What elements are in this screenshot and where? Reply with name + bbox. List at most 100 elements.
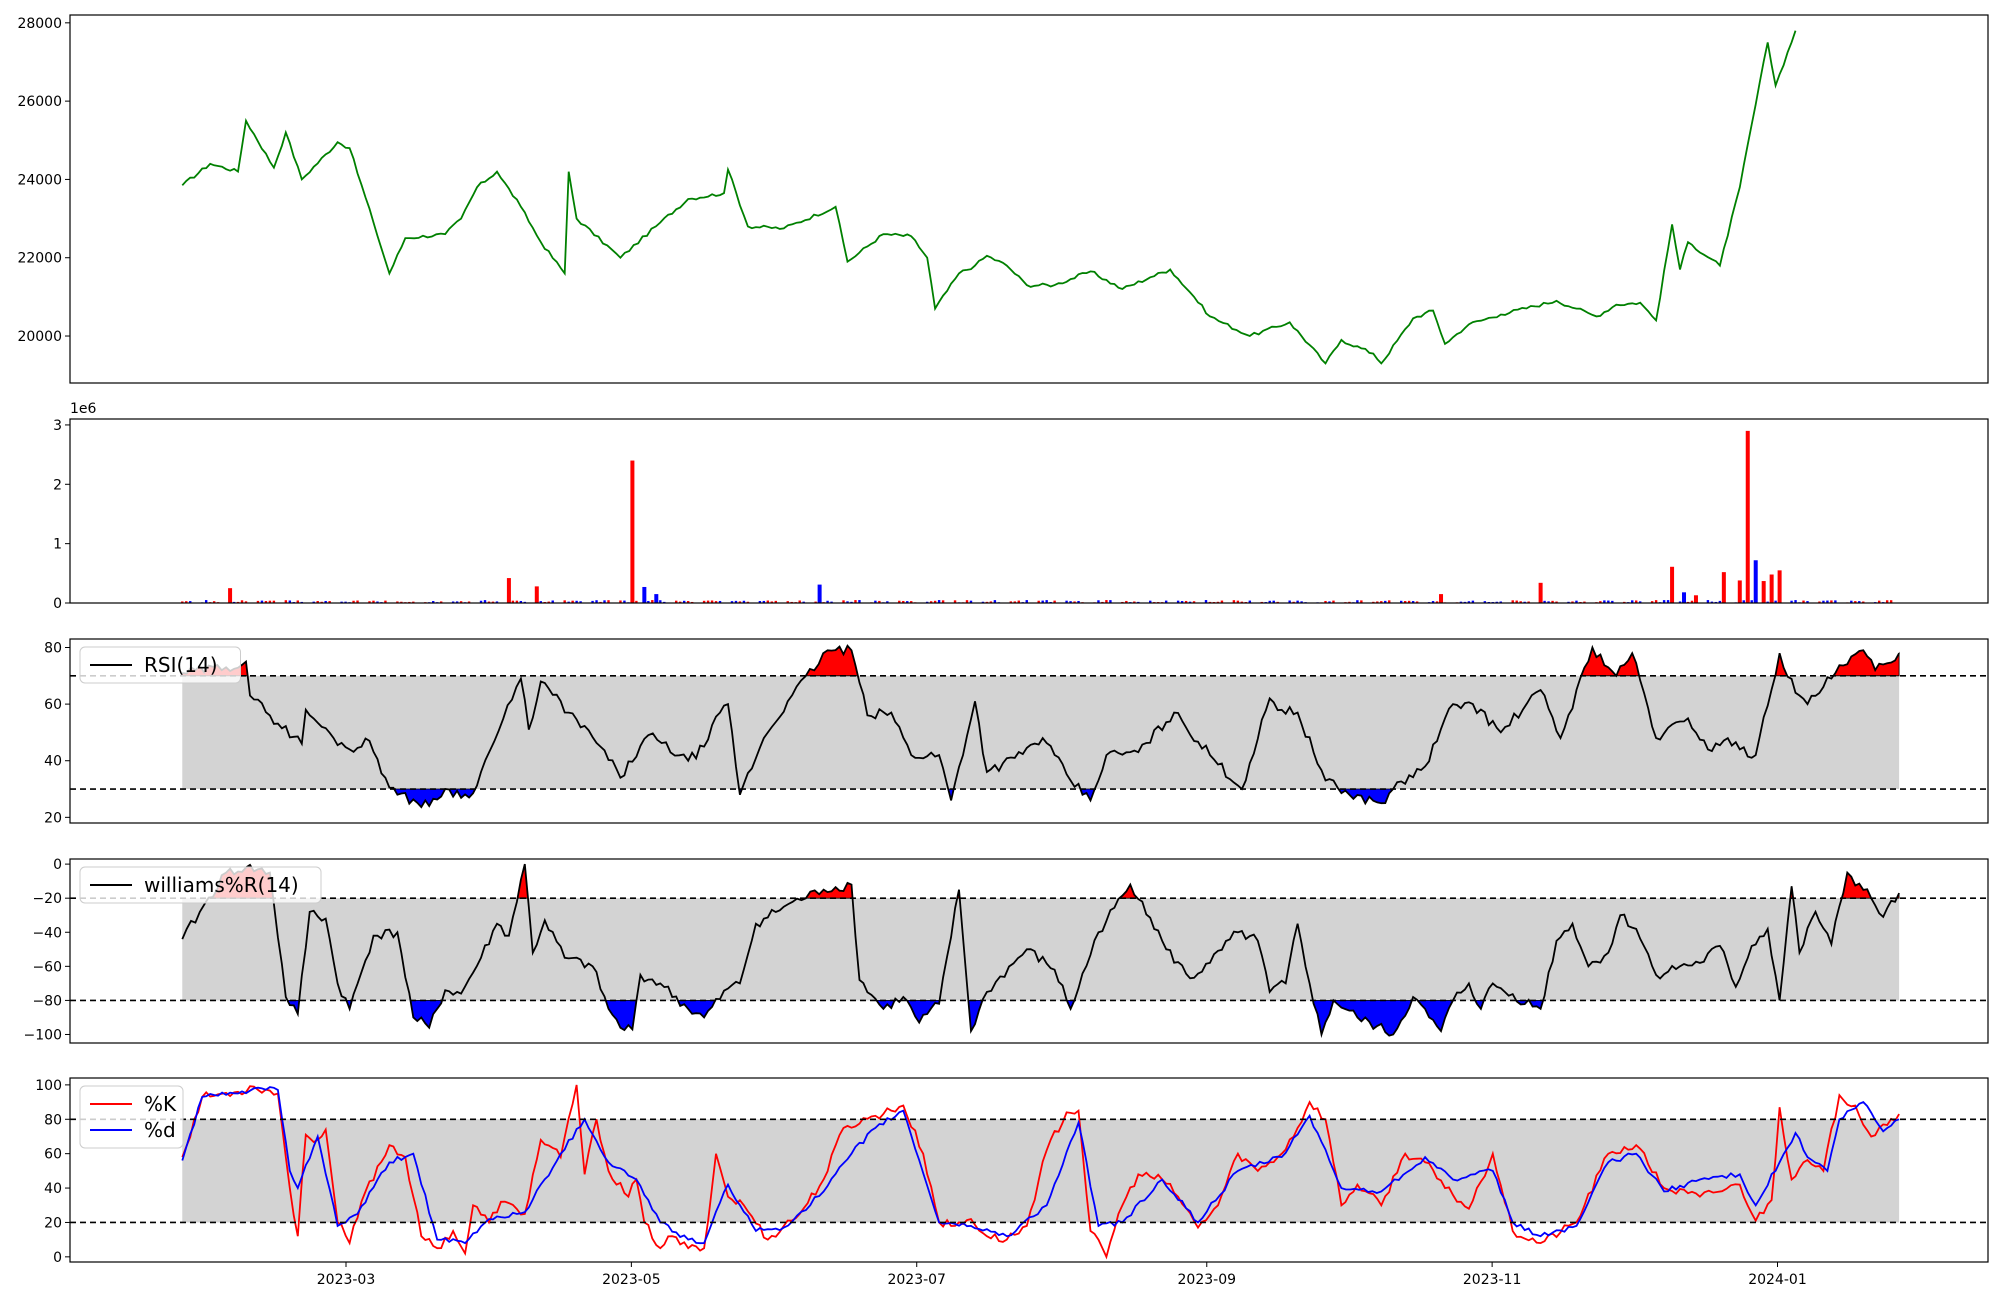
volume-bar: [1125, 600, 1128, 603]
volume-bar: [491, 601, 495, 603]
volume-bar: [1761, 581, 1766, 603]
volume-bar: [264, 601, 268, 603]
stochastic-legend-box: [79, 1085, 184, 1149]
volume-bar: [1499, 601, 1502, 603]
volume-bar: [212, 601, 216, 603]
volume-bar: [1296, 600, 1299, 603]
volume-bar: [1149, 600, 1152, 603]
rsi-axes-frame: [69, 638, 1989, 824]
volume-bar: [714, 601, 718, 603]
volume-bar: [1745, 430, 1750, 603]
volume-panel: 0 1 2 3 1e6: [53, 401, 1989, 612]
volume-bar: [244, 601, 248, 603]
volume-bar: [1097, 600, 1100, 603]
williams-legend-label: williams%R(14): [144, 873, 299, 897]
volume-bar: [189, 601, 192, 603]
price-line: [181, 30, 1797, 365]
volume-bar: [686, 601, 690, 603]
volume-bar: [814, 601, 817, 603]
volume-bar: [675, 600, 678, 603]
volume-bar: [929, 601, 933, 603]
volume-bar: [372, 600, 375, 603]
volume-bar: [734, 600, 738, 603]
volume-bar: [718, 600, 722, 603]
rsi-neutral-band: [182, 675, 1900, 790]
volume-bar: [730, 601, 734, 603]
stochastic-legend-label: %d: [144, 1118, 176, 1142]
volume-bar: [563, 600, 566, 603]
volume-bar: [1184, 600, 1188, 603]
volume-bar: [1742, 600, 1745, 603]
volume-bar: [1790, 600, 1793, 603]
volume-bar: [1710, 601, 1714, 603]
volume-bar: [1607, 600, 1610, 603]
volume-ytick-label: 2: [53, 477, 62, 493]
williams-line: [181, 863, 1900, 1039]
volume-bar: [682, 600, 686, 603]
stochastic-ytick-label: 80: [44, 1112, 62, 1128]
volume-bar: [1631, 600, 1634, 603]
williams-legend-box: [79, 866, 322, 904]
volume-bar: [1324, 600, 1327, 603]
volume-bar: [1638, 601, 1642, 603]
volume-bar: [1527, 601, 1530, 603]
volume-bar: [1818, 601, 1821, 603]
volume-bar: [1077, 600, 1080, 603]
volume-bar: [654, 594, 659, 603]
price-ytick-label: 20000: [17, 329, 62, 345]
volume-bar: [1753, 560, 1758, 603]
volume-bar: [1328, 601, 1331, 603]
volume-bar: [1750, 600, 1753, 603]
volume-bar: [1854, 601, 1857, 603]
williams-ytick-label: −40: [32, 925, 62, 941]
volume-bar: [487, 601, 491, 603]
price-ytick-label: 26000: [17, 94, 62, 110]
stochastic-ytick-label: 60: [44, 1147, 62, 1163]
volume-bar: [567, 601, 570, 603]
volume-bar: [1268, 600, 1271, 603]
volume-bar: [1706, 600, 1710, 603]
volume-bar: [459, 601, 463, 603]
volume-bar: [1555, 601, 1558, 603]
volume-bar: [344, 601, 347, 603]
volume-bar: [534, 586, 539, 603]
volume-bar: [642, 586, 647, 603]
volume-ytick-label: 3: [53, 418, 62, 434]
volume-bar: [830, 601, 833, 603]
volume-bar: [1862, 601, 1865, 603]
volume-bar: [296, 600, 299, 603]
volume-bar: [770, 601, 774, 603]
rsi-ytick-label: 60: [44, 697, 62, 713]
volume-bar: [1538, 582, 1543, 603]
volume-bar: [1654, 600, 1658, 603]
volume-bar: [1678, 601, 1682, 603]
volume-bar: [1682, 592, 1687, 603]
volume-bar: [886, 601, 889, 603]
volume-bar: [240, 600, 244, 603]
volume-bar: [451, 601, 455, 603]
volume-bar: [1575, 600, 1578, 603]
xtick-label: 2023-11: [1463, 1272, 1522, 1288]
stochastic-d-line: [181, 1086, 1900, 1245]
volume-bar: [479, 600, 483, 603]
volume-bar: [1459, 601, 1463, 603]
volume-bar: [228, 588, 233, 603]
volume-bar: [842, 600, 845, 603]
volume-bar: [1830, 600, 1833, 603]
volume-bar: [953, 600, 957, 603]
volume-bar: [185, 601, 188, 603]
volume-bar: [1551, 600, 1554, 603]
volume-bar: [1388, 600, 1391, 603]
volume-bar: [483, 600, 487, 603]
volume-bar: [1164, 600, 1168, 603]
williams-ytick-label: −80: [32, 993, 62, 1009]
volume-bar: [1069, 601, 1072, 603]
volume-bar: [575, 600, 578, 603]
volume-bar: [1380, 601, 1383, 603]
volume-bar: [898, 600, 901, 603]
volume-bar: [412, 601, 415, 603]
volume-bar: [515, 600, 519, 603]
volume-bar: [878, 600, 881, 603]
stochastic-k-line: [181, 1084, 1900, 1260]
volume-bar: [272, 600, 276, 603]
